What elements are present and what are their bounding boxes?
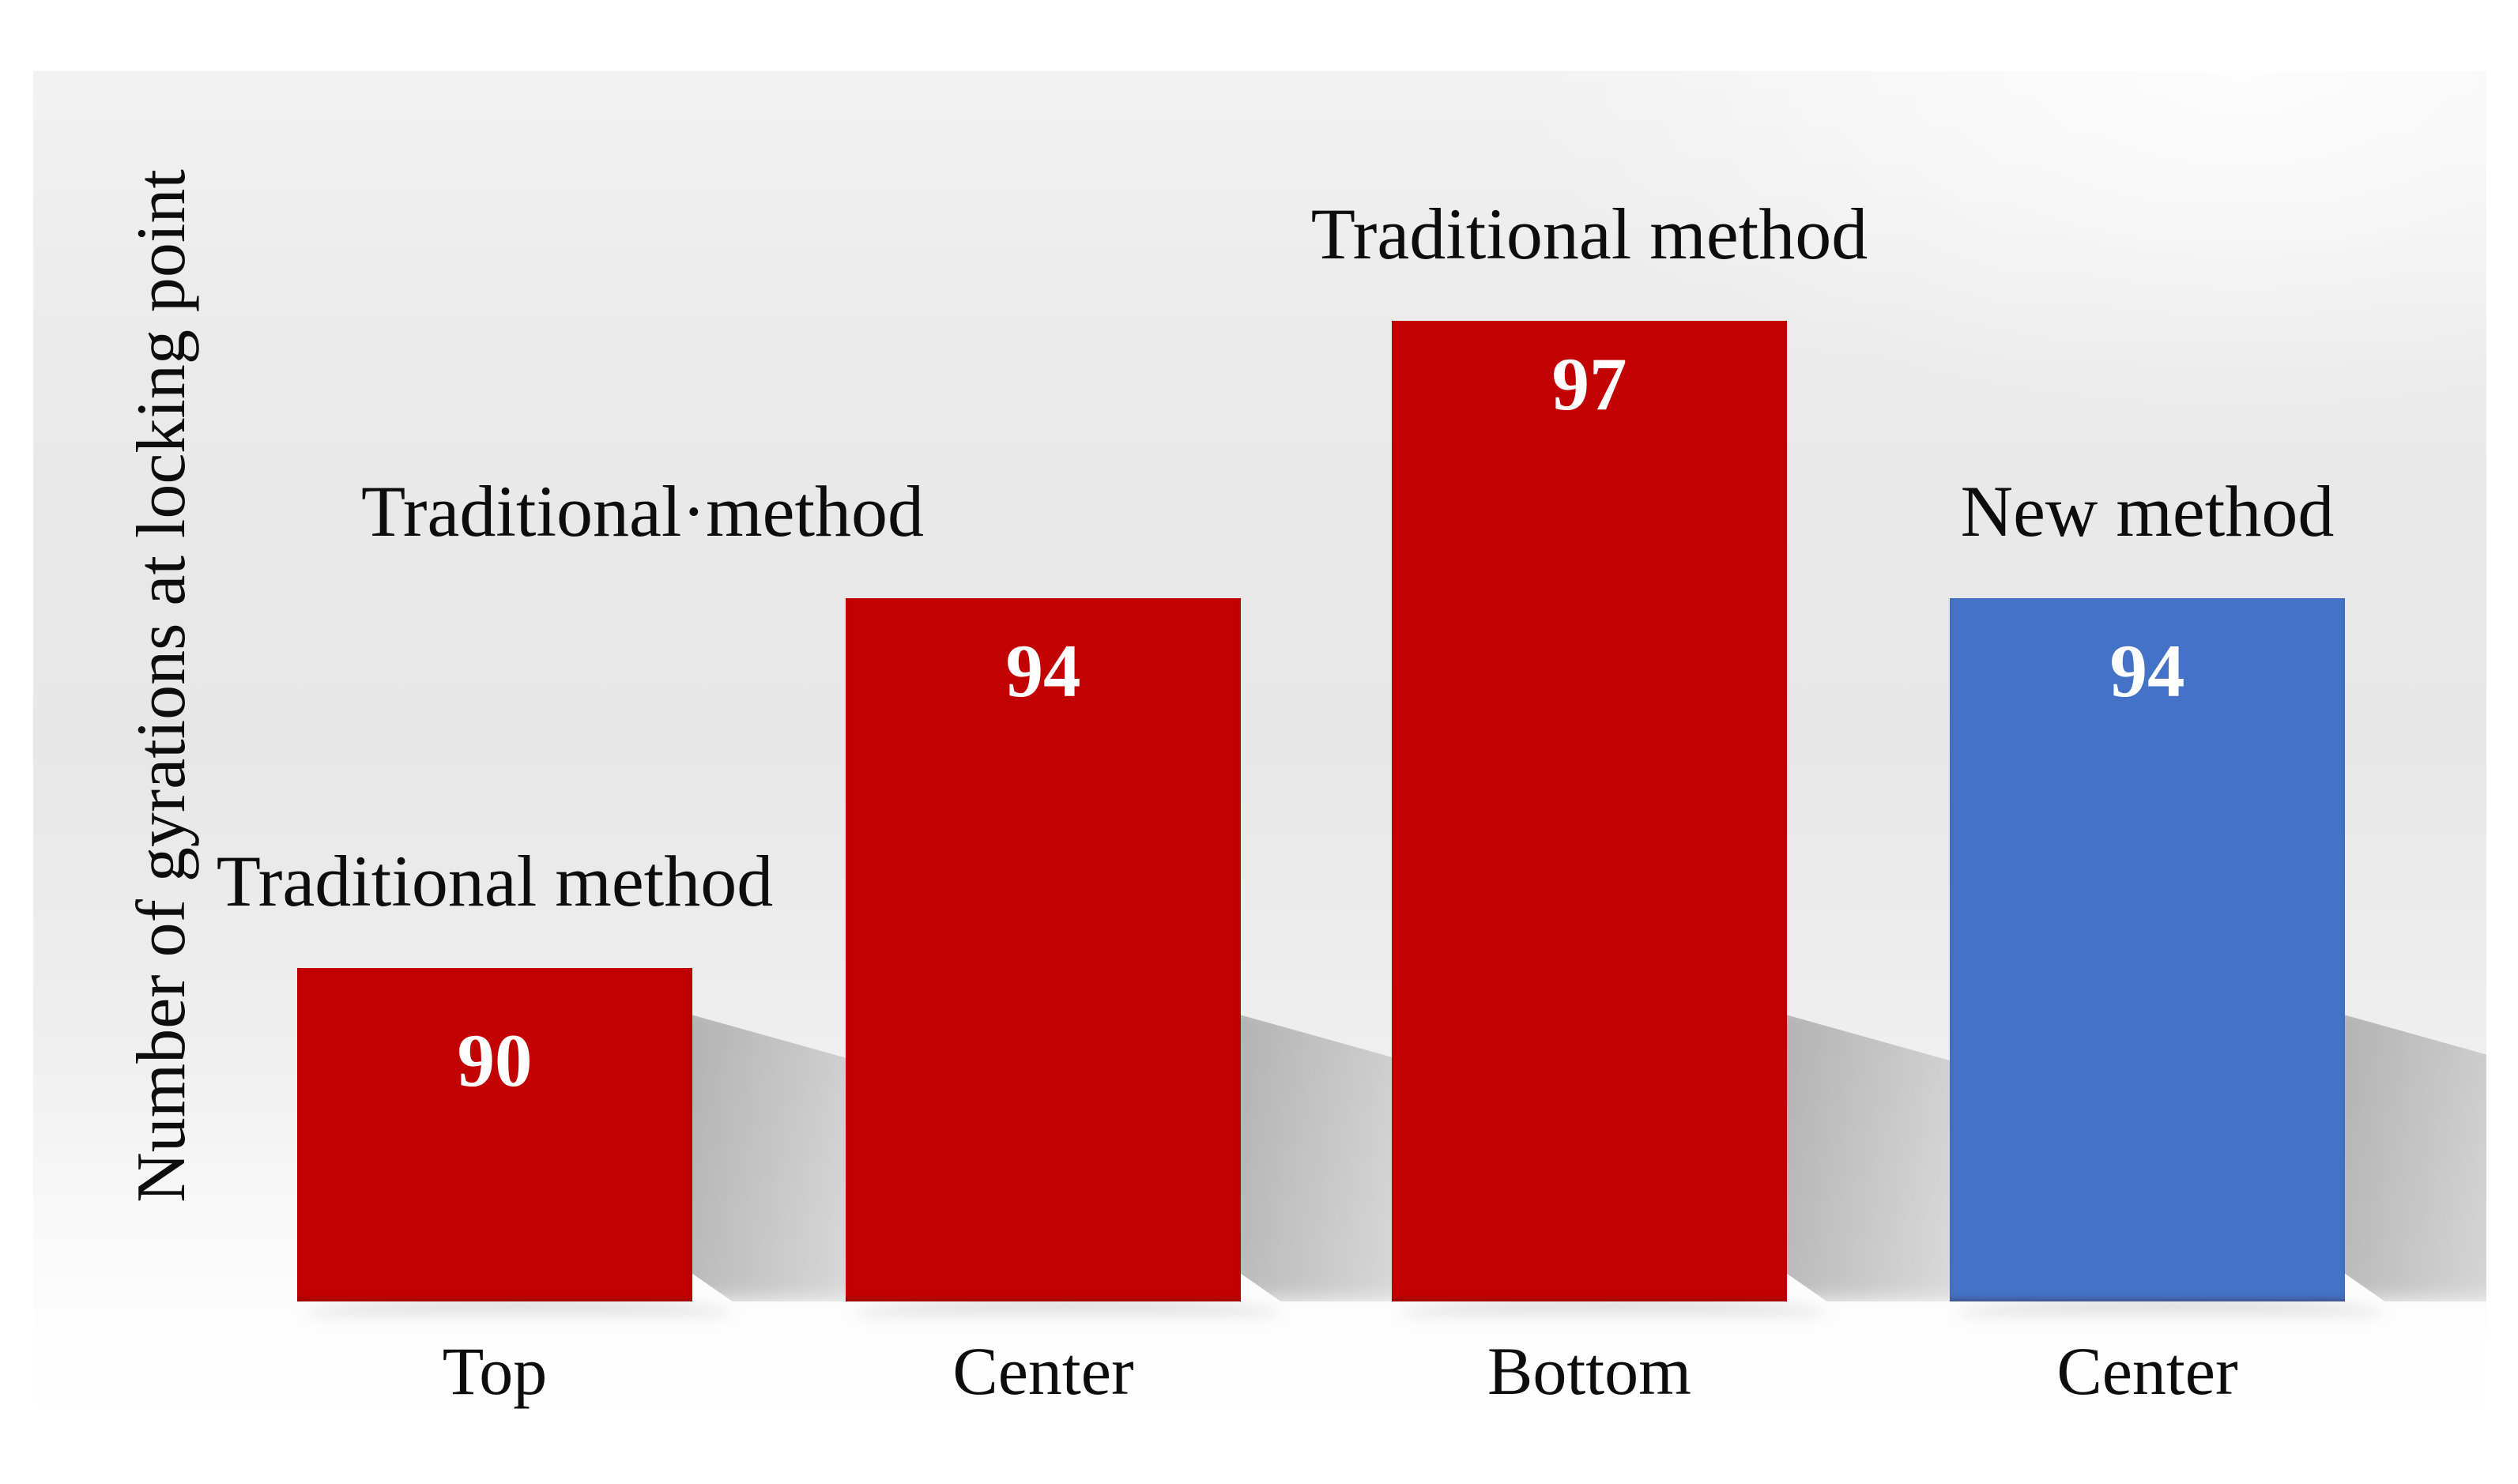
bar-value-label: 94	[1005, 629, 1081, 713]
bar-series-label: Traditional·method	[360, 471, 925, 552]
bar-contact-shadow	[1958, 1300, 2384, 1327]
bar-contact-shadow	[305, 1300, 732, 1327]
bar-value-label: 94	[2109, 629, 2185, 713]
bar-series-label: Traditional method	[1310, 194, 1868, 275]
x-axis-category-label: Center	[952, 1333, 1134, 1409]
bar-contact-shadow	[1400, 1300, 1826, 1327]
bar-series-label: New method	[1960, 471, 2335, 552]
bar-cast-shadow	[2325, 1009, 2486, 1301]
bar-value-label: 90	[457, 1019, 533, 1102]
x-axis-category-label: Center	[2056, 1333, 2238, 1409]
x-axis-category-label: Bottom	[1487, 1333, 1692, 1409]
x-axis-category-label: Top	[442, 1333, 548, 1409]
y-axis-title: Number of gyrations at locking point	[123, 169, 200, 1203]
bar-bottom-2[interactable]: 97	[1392, 321, 1787, 1301]
bar-contact-shadow	[854, 1300, 1280, 1327]
bar-value-label: 97	[1551, 342, 1627, 426]
bar-center-1[interactable]: 94	[846, 598, 1241, 1301]
bar-series-label: Traditional method	[216, 841, 774, 922]
bar-top-0[interactable]: 90	[297, 968, 692, 1301]
bar-center-3[interactable]: 94	[1950, 598, 2345, 1301]
